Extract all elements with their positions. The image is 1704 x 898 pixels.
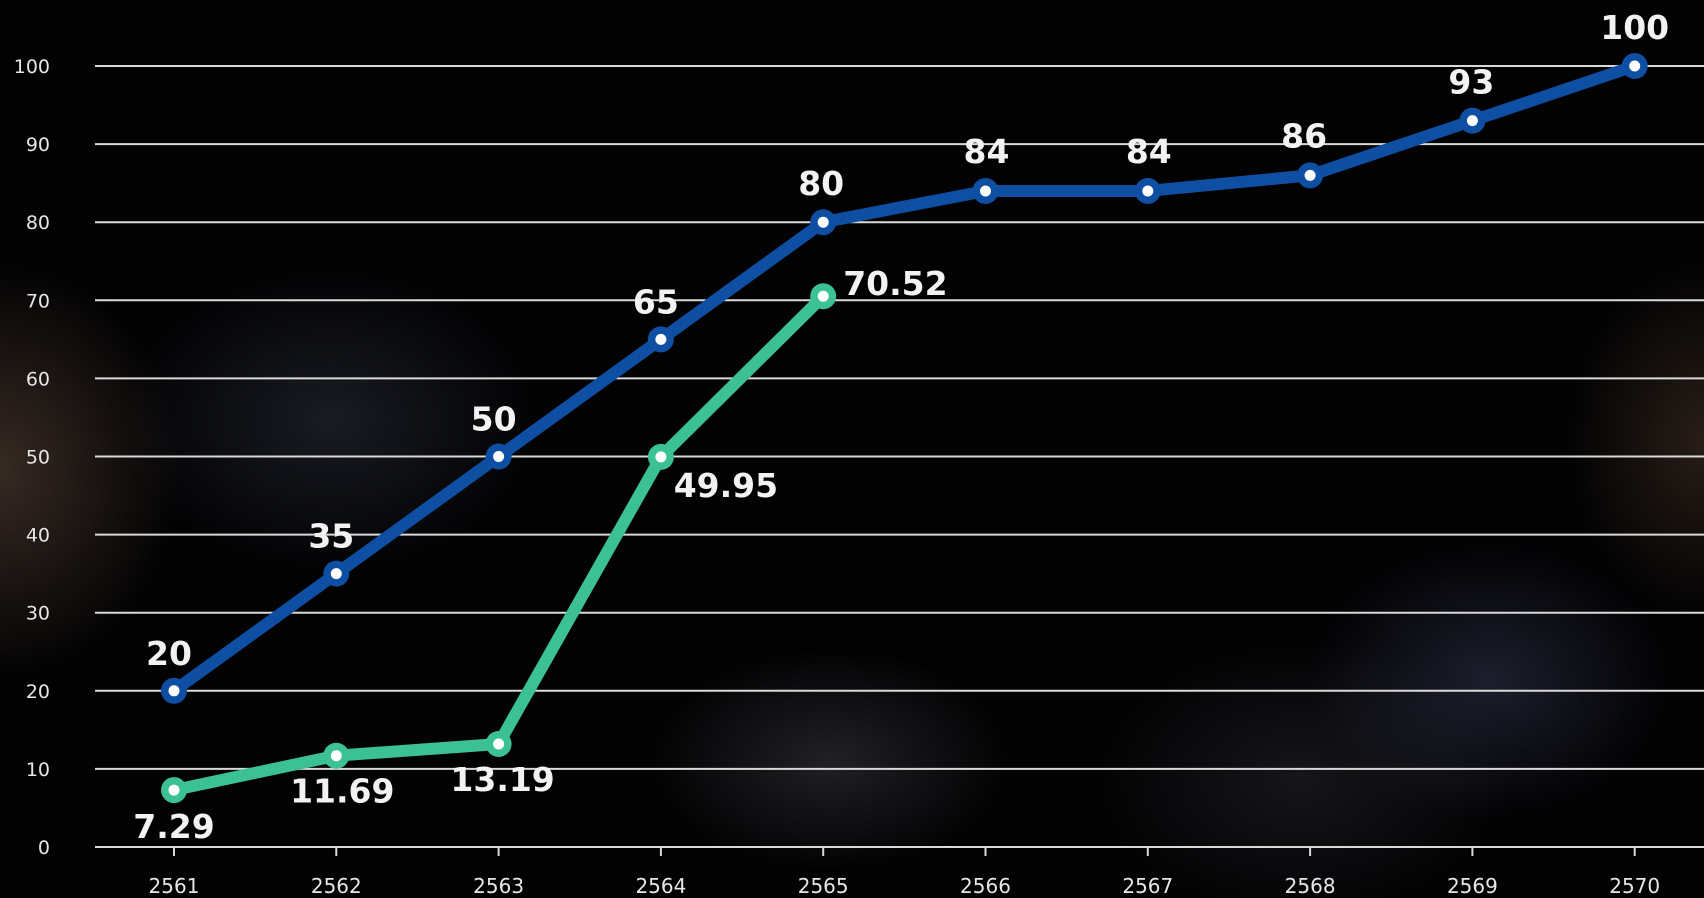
series-1-point-center (1304, 169, 1316, 181)
x-tick-label: 2563 (473, 874, 524, 898)
series-1-point-center (493, 451, 505, 462)
series-1-point-center (1142, 185, 1154, 197)
series-1-data-label: 93 (1448, 63, 1494, 102)
series-2-point-center (168, 784, 180, 796)
series-2-line (168, 290, 830, 797)
series-1-data-label: 86 (1281, 116, 1327, 155)
series-1-point-center (980, 185, 991, 197)
series-2-point-center (655, 451, 667, 463)
y-tick-label: 100 (14, 56, 50, 78)
series-1-data-label: 35 (308, 517, 354, 556)
x-tick-label: 2562 (311, 874, 362, 898)
x-tick-label: 2570 (1609, 874, 1660, 898)
y-axis-ticks: 0 10 20 30 40 50 60 70 80 90 100 (14, 56, 50, 859)
series-1-point-center (655, 333, 667, 345)
series-2-data-label: 70.52 (843, 264, 947, 303)
x-tick-label: 2564 (635, 874, 686, 898)
y-tick-label: 50 (26, 447, 50, 469)
series-1-data-label: 84 (1126, 132, 1172, 171)
series-2-data-label: 13.19 (450, 760, 554, 799)
y-tick-label: 20 (26, 681, 50, 703)
y-tick-label: 10 (26, 759, 50, 781)
x-tick-label: 2568 (1285, 874, 1336, 898)
series-1-point-center (817, 216, 829, 228)
series-2-data-label: 11.69 (290, 772, 394, 811)
y-tick-label: 70 (26, 290, 50, 312)
series-1-line (168, 60, 1641, 697)
series-2-point-center (817, 290, 829, 302)
series-2-point-center (493, 738, 505, 750)
y-tick-label: 60 (26, 368, 50, 390)
series-1-point-center (168, 685, 180, 697)
y-tick-label: 40 (26, 525, 50, 547)
gridlines (95, 65, 1704, 848)
y-tick-label: 90 (26, 134, 50, 156)
series-1-data-label: 50 (471, 400, 517, 439)
y-tick-label: 0 (38, 837, 50, 859)
series-1-point-center (330, 568, 342, 580)
series-1-data-label: 20 (146, 634, 192, 673)
series-2-point-center (330, 750, 342, 762)
y-tick-label: 80 (26, 212, 50, 234)
series (161, 53, 1648, 804)
series-1-data-label: 80 (798, 164, 844, 203)
x-tick-label: 2565 (798, 874, 849, 898)
series-1-data-label: 100 (1600, 8, 1669, 47)
x-tick-label: 2569 (1447, 874, 1498, 898)
series-2-data-label: 7.29 (133, 807, 214, 846)
series-1-data-label: 65 (633, 282, 679, 321)
series-1-point-center (1629, 60, 1641, 72)
x-axis-ticks: 2561 2562 2563 2564 2565 2566 2567 2568 2569 2570 (149, 847, 1660, 898)
series-1-data-label: 84 (964, 132, 1010, 171)
y-tick-label: 30 (26, 603, 50, 625)
data-labels: 20 35 50 65 80 84 84 86 93 100 7.29 11.69 13.19 49.95… (133, 8, 1669, 846)
series-2-data-label: 49.95 (674, 466, 778, 505)
x-tick-label: 2567 (1122, 874, 1173, 898)
x-tick-label: 2566 (960, 874, 1011, 898)
x-tick-label: 2561 (149, 874, 200, 898)
series-1-point-center (1466, 115, 1478, 127)
